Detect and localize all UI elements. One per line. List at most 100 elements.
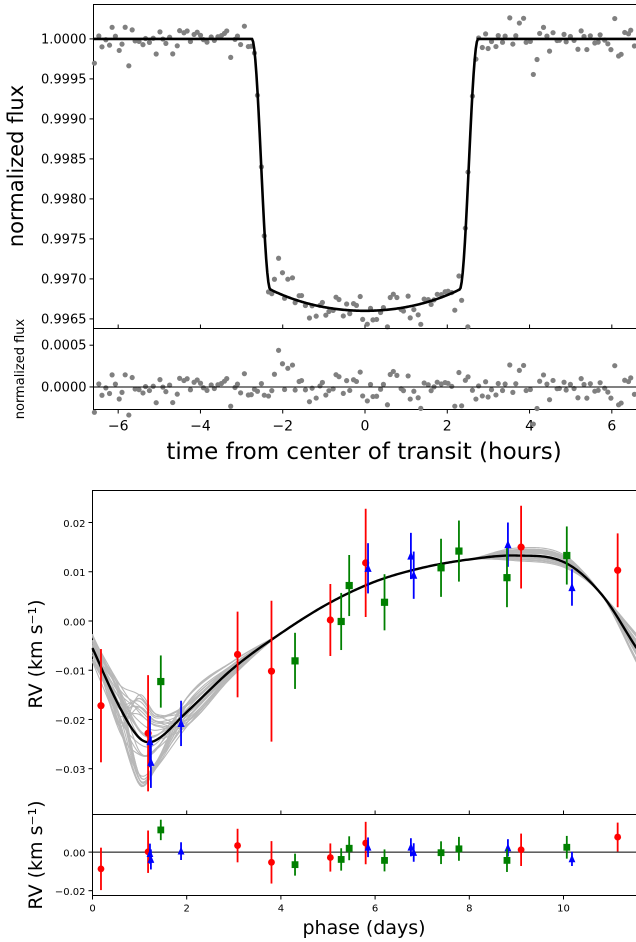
y-tick-label: 0.9995 <box>41 72 87 87</box>
y-tick-label: 0.9970 <box>41 272 87 287</box>
rv-residuals-panel: −0.02 0.00 0 2 4 6 8 10 RV (km s⁻¹) phase (days… <box>25 800 636 939</box>
transit-residual-point <box>523 387 529 394</box>
y-tick-label: 0.0005 <box>41 339 87 354</box>
transit-point <box>499 39 506 45</box>
rv-point <box>364 563 372 572</box>
transit-residual-point <box>425 382 431 388</box>
rv-point <box>504 540 512 549</box>
transit-residual-point <box>631 391 636 397</box>
x-tick-label: −4 <box>190 419 211 435</box>
transit-residual-point <box>96 381 102 387</box>
transit-point <box>418 321 424 327</box>
x-tick-label: 6 <box>372 904 378 915</box>
transit-residual-point <box>177 375 183 381</box>
transit-point <box>595 39 601 45</box>
rv-point <box>157 677 165 686</box>
transit-point <box>608 47 614 53</box>
transit-point <box>163 40 169 47</box>
transit-residual-point <box>428 388 434 394</box>
rv-posterior-sample <box>91 550 636 727</box>
transit-point <box>119 41 125 47</box>
transit-residual-point <box>520 362 527 369</box>
rv-posterior-sample <box>91 555 636 787</box>
transit-residual-point <box>473 396 479 402</box>
transit-residual-point <box>150 383 156 389</box>
rv-point <box>147 757 155 766</box>
rv-posterior-sample <box>91 556 636 729</box>
transit-point <box>344 301 350 307</box>
transit-residual-point <box>597 380 603 386</box>
rv-posterior-sample <box>92 556 636 737</box>
transit-point <box>224 28 230 34</box>
transit-residual-point <box>197 380 204 386</box>
transit-residual-point <box>140 390 146 396</box>
transit-residual-point <box>269 388 275 394</box>
rv-point <box>291 657 299 665</box>
transit-residual-point <box>309 385 315 391</box>
transit-residual-point <box>452 403 458 409</box>
transit-residual-point <box>357 369 363 375</box>
transit-residual-point <box>364 398 370 404</box>
transit-residual-point <box>275 347 282 353</box>
transit-residual-point <box>298 377 305 384</box>
transit-residual-point <box>194 377 200 383</box>
rv-model <box>91 554 636 744</box>
rv-xlabel: phase (days) <box>302 917 425 939</box>
transit-residual-point <box>418 405 424 411</box>
transit-xlabel: time from center of transit (hours) <box>166 439 561 465</box>
x-tick-label: 4 <box>525 419 534 435</box>
transit-point <box>112 33 119 39</box>
transit-residual-point <box>116 396 122 402</box>
transit-point <box>563 39 569 45</box>
rv-point <box>563 551 571 560</box>
transit-point <box>285 276 291 282</box>
transit-point <box>421 296 427 302</box>
transit-residual-point <box>384 402 391 408</box>
transit-residual-point <box>129 374 135 381</box>
rv-posterior-sample <box>91 558 636 718</box>
rv-residual-point <box>364 842 372 851</box>
transit-point <box>516 20 522 26</box>
transit-residual-point <box>187 387 194 393</box>
rv-posterior-sample <box>92 552 636 785</box>
transit-point <box>96 33 102 39</box>
transit-point <box>326 308 332 315</box>
y-tick-label: 0.02 <box>63 519 85 530</box>
transit-residual-point <box>200 385 207 391</box>
x-tick-label: 2 <box>443 419 452 435</box>
x-tick-label: 6 <box>607 419 616 435</box>
rv-posterior-sample <box>92 552 636 728</box>
rv-residual-points <box>97 819 622 891</box>
transit-residual-point <box>394 372 400 378</box>
transit-point <box>390 291 396 297</box>
transit-residual-point <box>344 378 350 384</box>
rv-point <box>614 566 622 574</box>
transit-residual-point <box>326 388 332 394</box>
transit-point <box>428 301 434 308</box>
transit-point <box>483 31 489 37</box>
transit-residual-point <box>567 381 573 387</box>
transit-residual-point <box>405 373 411 379</box>
transit-point <box>184 28 190 34</box>
transit-residual-point <box>306 399 313 405</box>
rv-posterior-sample <box>92 556 636 784</box>
transit-residual-point <box>434 379 440 385</box>
transit-residual-point <box>534 405 540 412</box>
transit-residuals-panel: 0.0000 0.0005 −6 −4 −2 0 2 4 6 normalized flux t… <box>13 318 636 465</box>
transit-point <box>631 43 636 49</box>
transit-point <box>513 33 519 39</box>
transit-residual-point <box>302 387 309 393</box>
transit-point <box>488 38 495 45</box>
rv-posterior-sample <box>92 557 636 724</box>
transit-point <box>170 51 176 57</box>
transit-point <box>187 38 194 45</box>
rv-residual-point <box>97 865 105 873</box>
transit-point <box>605 41 611 47</box>
transit-residual-point <box>285 365 291 371</box>
rv-residual-point <box>147 855 155 863</box>
transit-residual-point <box>507 362 513 368</box>
transit-residual-point <box>208 382 214 388</box>
rv-residual-point <box>177 846 185 855</box>
transit-residual-point <box>91 409 98 415</box>
